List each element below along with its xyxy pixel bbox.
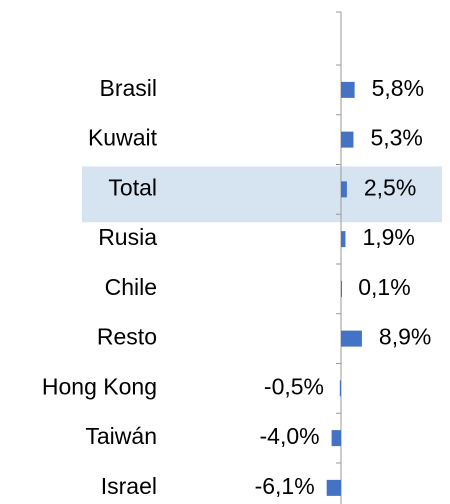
value-label: 8,9%: [379, 324, 431, 350]
bar: [341, 81, 355, 98]
value-label: 5,8%: [372, 75, 424, 101]
category-label: Israel: [101, 473, 157, 499]
category-label: Total: [108, 174, 157, 200]
bar: [326, 479, 341, 496]
value-label: 1,9%: [362, 224, 414, 250]
bar: [341, 231, 346, 248]
category-label: Hong Kong: [42, 373, 157, 399]
bar: [341, 280, 342, 297]
value-label: -4,0%: [260, 423, 320, 449]
category-label: Chile: [105, 274, 157, 300]
category-label: Rusia: [98, 224, 157, 250]
value-label: 5,3%: [370, 125, 422, 151]
highlight-row: [82, 166, 442, 223]
value-label: 2,5%: [364, 174, 416, 200]
category-label: Resto: [97, 324, 157, 350]
bar: [341, 330, 362, 347]
value-label: 0,1%: [358, 274, 410, 300]
bar: [339, 380, 341, 397]
value-label: -6,1%: [255, 473, 315, 499]
category-label: Taiwán: [85, 423, 157, 449]
bar: [331, 430, 341, 447]
value-label: -0,5%: [264, 373, 324, 399]
bar: [341, 181, 347, 198]
category-label: Kuwait: [88, 125, 158, 151]
bar: [341, 131, 354, 148]
category-label: Brasil: [99, 75, 157, 101]
